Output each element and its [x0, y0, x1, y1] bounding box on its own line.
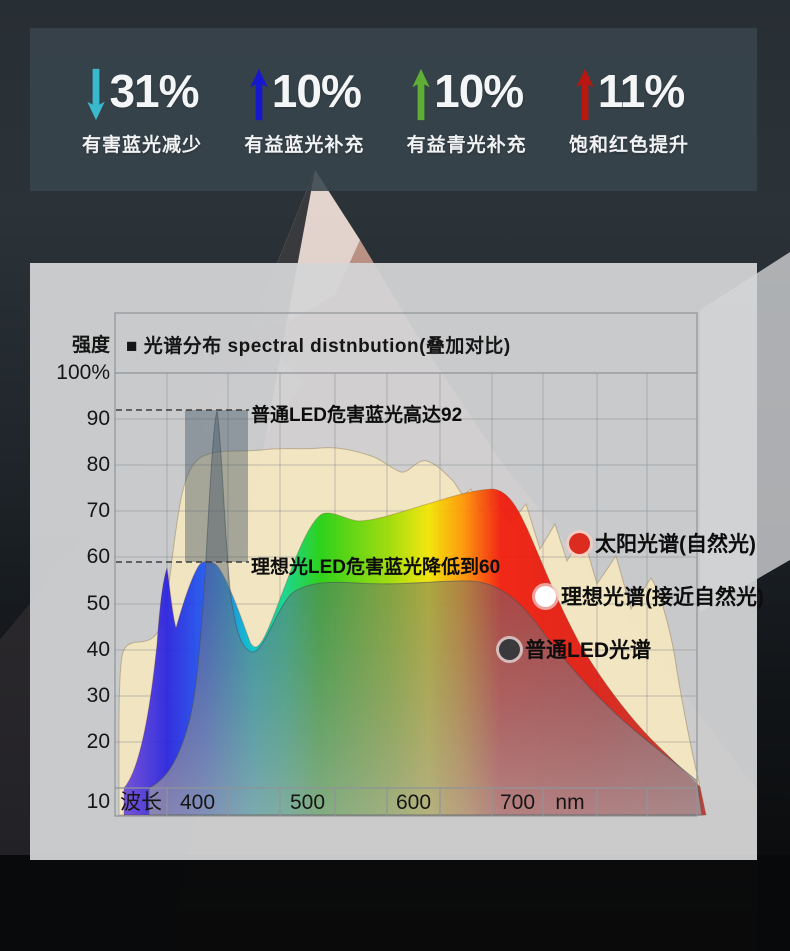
x-axis-unit: nm	[555, 791, 585, 814]
x-axis-title: 波长	[120, 791, 162, 814]
sun-legend-dot-icon	[569, 532, 590, 554]
stat-value: 10%	[271, 65, 362, 117]
y-tick: 40	[86, 638, 110, 661]
annotation-ideal-60: 理想光LED危害蓝光降低到60	[251, 557, 501, 578]
stat-top: 31%	[85, 65, 200, 122]
y-axis-title: 强度	[72, 335, 111, 356]
arrow-glyph	[250, 68, 268, 121]
up-arrow-icon	[250, 68, 268, 121]
y-tick: 100%	[56, 361, 110, 384]
stat-top: 10%	[248, 65, 362, 122]
up-arrow-icon	[576, 68, 594, 121]
ideal-legend-dot-icon	[535, 585, 556, 607]
legend-item-ordinary-led: 普通LED光谱	[499, 634, 651, 664]
y-tick: 20	[86, 730, 110, 753]
y-tick: 70	[86, 499, 110, 522]
stat-value: 11%	[597, 65, 686, 117]
y-tick: 30	[86, 684, 110, 707]
legend-label: 太阳光谱(自然光)	[595, 533, 756, 556]
annotation-led-92: 普通LED危害蓝光高达92	[251, 405, 463, 426]
stat-value: 10%	[434, 65, 524, 117]
stat-label: 饱和红色提升	[568, 135, 689, 156]
stat-beneficial-cyan-light: 10% 有益青光补充	[407, 66, 527, 157]
stat-saturated-red: 11% 饱和红色提升	[569, 66, 689, 157]
x-tick: 400	[179, 791, 216, 814]
stat-label: 有益青光补充	[406, 135, 527, 156]
y-tick: 50	[86, 592, 110, 615]
stat-value: 31%	[109, 65, 199, 117]
arrow-glyph	[576, 68, 594, 121]
y-tick: 10	[86, 790, 110, 813]
ordinary-led-legend-dot-icon	[499, 638, 520, 660]
stat-top: 11%	[574, 66, 685, 122]
stat-top: 10%	[410, 65, 524, 122]
arrow-glyph	[412, 68, 430, 121]
legend-item-sun: 太阳光谱(自然光)	[569, 528, 756, 558]
x-tick	[647, 789, 697, 816]
x-tick: 700	[499, 791, 536, 814]
stat-beneficial-blue-light: 10% 有益蓝光补充	[244, 66, 364, 157]
x-tick: 500	[289, 791, 326, 814]
foreground-dark-ridge	[0, 855, 790, 951]
y-tick: 80	[86, 453, 110, 476]
legend-label: 普通LED光谱	[525, 639, 651, 662]
up-arrow-icon	[412, 68, 430, 121]
arrow-glyph	[87, 68, 106, 121]
down-arrow-icon	[87, 68, 106, 121]
legend-label: 理想光谱(接近自然光)	[561, 586, 764, 609]
stat-label: 有益蓝光补充	[244, 135, 365, 156]
stat-label: 有害蓝光减少	[82, 135, 203, 156]
x-tick	[597, 789, 647, 816]
x-tick: 600	[395, 791, 432, 814]
benefits-stats-panel: 31% 有害蓝光减少 10% 有益蓝光补充 10% 有益青光补充 11% 饱和红…	[30, 28, 757, 191]
chart-title: ■ 光谱分布 spectral distnbution(叠加对比)	[126, 336, 511, 357]
y-tick: 60	[86, 545, 110, 568]
legend-item-ideal: 理想光谱(接近自然光)	[535, 581, 764, 611]
x-tick	[335, 789, 387, 816]
x-tick	[228, 789, 280, 816]
x-tick	[440, 789, 492, 816]
stat-harmful-blue-light: 31% 有害蓝光减少	[82, 66, 202, 157]
y-tick: 90	[86, 407, 110, 430]
